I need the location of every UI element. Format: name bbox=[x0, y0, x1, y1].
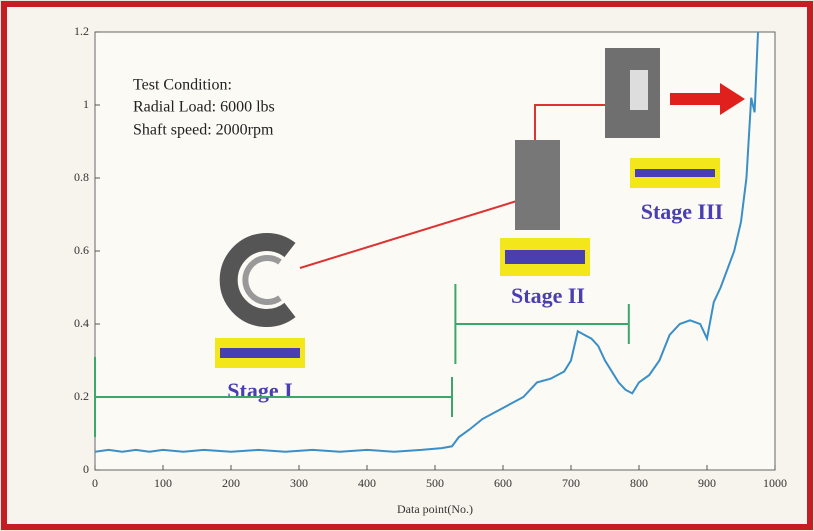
x-tick-label: 800 bbox=[630, 476, 648, 490]
photo bbox=[515, 140, 560, 230]
y-tick-label: 0.4 bbox=[74, 316, 89, 330]
connector bbox=[534, 104, 605, 140]
arrow bbox=[670, 83, 745, 115]
bearing-icon bbox=[219, 233, 296, 327]
y-tick-label: 0.6 bbox=[74, 243, 89, 257]
x-tick-label: 300 bbox=[290, 476, 308, 490]
x-tick-label: 1000 bbox=[763, 476, 787, 490]
stage-label: Stage II bbox=[511, 283, 585, 308]
connector bbox=[299, 199, 521, 269]
data-line bbox=[94, 31, 759, 453]
x-tick-label: 700 bbox=[562, 476, 580, 490]
x-tick-label: 900 bbox=[698, 476, 716, 490]
annotation: Shaft speed: 2000rpm bbox=[133, 122, 274, 139]
stage-label: Stage III bbox=[641, 199, 724, 224]
x-tick-label: 600 bbox=[494, 476, 512, 490]
x-axis-label: Data point(No.) bbox=[397, 502, 473, 516]
x-tick-label: 100 bbox=[154, 476, 172, 490]
annotation: Test Condition: bbox=[133, 77, 232, 94]
y-tick-label: 0 bbox=[83, 462, 89, 476]
x-tick-label: 500 bbox=[426, 476, 444, 490]
y-tick-label: 1.2 bbox=[74, 24, 89, 38]
annotation: Radial Load: 6000 lbs bbox=[133, 99, 275, 116]
y-tick-label: 0.8 bbox=[74, 170, 89, 184]
y-tick-label: 0.2 bbox=[74, 389, 89, 403]
x-tick-label: 200 bbox=[222, 476, 240, 490]
y-tick-label: 1 bbox=[83, 97, 89, 111]
x-tick-label: 400 bbox=[358, 476, 376, 490]
x-tick-label: 0 bbox=[92, 476, 98, 490]
stage-label: Stage I bbox=[227, 378, 292, 403]
photo-detail bbox=[630, 70, 648, 110]
